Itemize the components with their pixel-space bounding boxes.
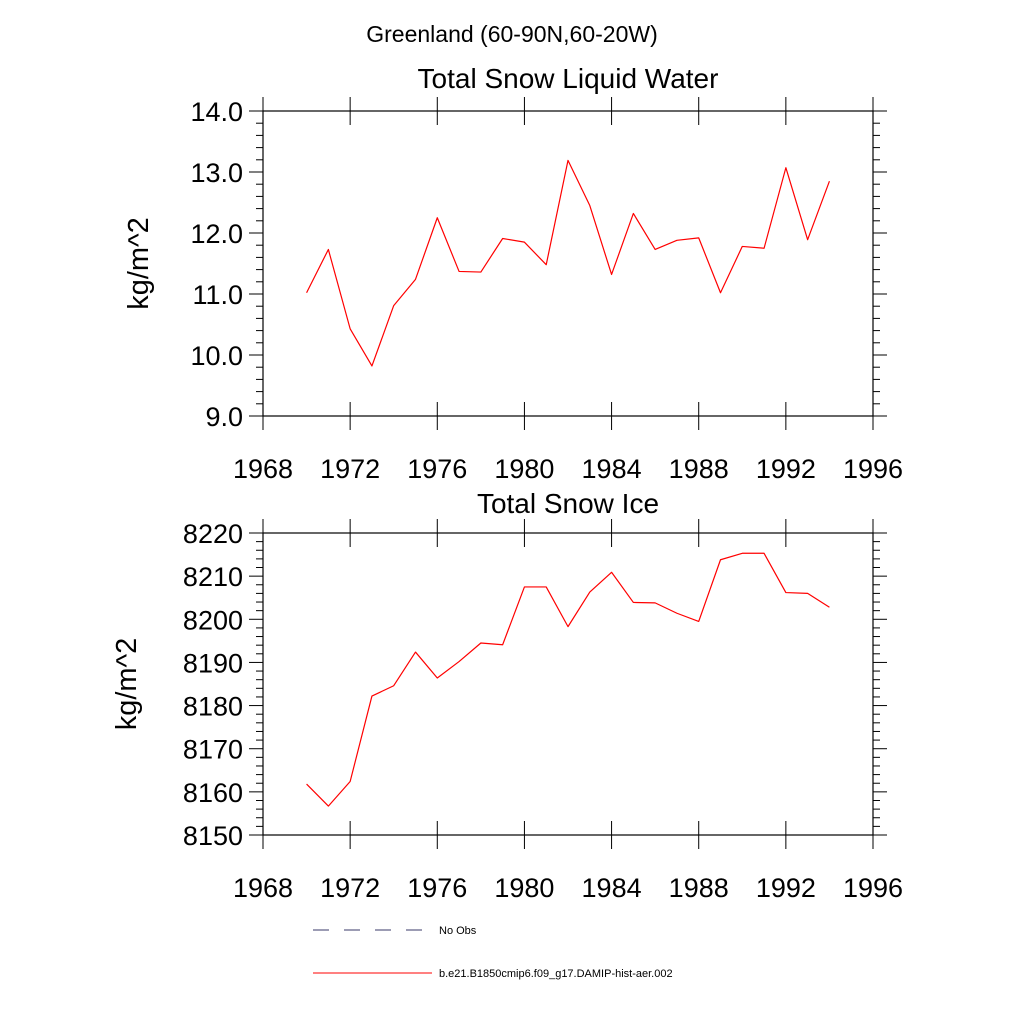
- chart-panels: Total Snow Liquid Water 1968 1972 1976 1980 1…: [111, 63, 903, 903]
- data-point: [719, 291, 722, 294]
- data-point: [545, 263, 548, 266]
- x-tick-label: 1968: [233, 454, 293, 484]
- data-point: [632, 601, 635, 604]
- x-tick-label: 1984: [582, 873, 642, 903]
- y-tick-label: 13.0: [190, 158, 243, 188]
- chart-panel-2: Total Snow Ice 1968 1972 1976 1980 1984 1988 19…: [111, 488, 903, 903]
- x-tick-label: 1988: [669, 873, 729, 903]
- chart-panel-1: Total Snow Liquid Water 1968 1972 1976 1980 1…: [123, 63, 903, 484]
- data-point: [414, 278, 417, 281]
- y-tick-label: 8160: [183, 778, 243, 808]
- plot-frame: [262, 110, 874, 417]
- data-point: [806, 592, 809, 595]
- data-point: [392, 304, 395, 307]
- y-axis-label: kg/m^2: [123, 217, 155, 310]
- series-line-1: [306, 159, 830, 367]
- x-tick-label: 1968: [233, 873, 293, 903]
- data-point: [349, 780, 352, 783]
- data-point: [436, 216, 439, 219]
- data-point: [763, 552, 766, 555]
- plot-frame: [262, 532, 874, 836]
- data-point: [501, 237, 504, 240]
- x-tick-label: 1988: [669, 454, 729, 484]
- data-point: [697, 620, 700, 623]
- data-point: [545, 585, 548, 588]
- x-tick-label: 1976: [407, 873, 467, 903]
- data-point: [675, 612, 678, 615]
- data-point: [501, 643, 504, 646]
- data-point: [305, 291, 308, 294]
- data-point: [610, 273, 613, 276]
- data-point: [458, 270, 461, 273]
- y-tick-label: 8200: [183, 605, 243, 635]
- data-point: [327, 805, 330, 808]
- data-point: [763, 247, 766, 250]
- legend-entry-1: No Obs: [313, 925, 477, 937]
- y-tick-label: 8210: [183, 562, 243, 592]
- data-point: [588, 591, 591, 594]
- data-point: [479, 642, 482, 645]
- series-line-1: [306, 552, 830, 807]
- data-point: [458, 660, 461, 663]
- data-point: [370, 695, 373, 698]
- data-point: [436, 676, 439, 679]
- data-point: [567, 159, 570, 162]
- x-tick-label: 1972: [320, 873, 380, 903]
- data-point: [784, 166, 787, 169]
- legend: No Obs b.e21.B1850cmip6.f09_g17.DAMIP-his…: [313, 925, 673, 980]
- x-tick-label: 1980: [494, 873, 554, 903]
- data-point: [806, 238, 809, 241]
- figure-suptitle: Greenland (60-90N,60-20W): [366, 21, 657, 47]
- x-tick-label: 1992: [756, 873, 816, 903]
- data-point: [327, 248, 330, 251]
- y-tick-label: 12.0: [190, 219, 243, 249]
- data-point: [632, 212, 635, 215]
- data-point: [349, 327, 352, 330]
- y-tick-label: 8150: [183, 821, 243, 851]
- data-point: [784, 591, 787, 594]
- legend-entry-2: b.e21.B1850cmip6.f09_g17.DAMIP-hist-aer.…: [313, 968, 673, 980]
- y-tick-label: 14.0: [190, 97, 243, 127]
- data-point: [654, 601, 657, 604]
- y-tick-label: 11.0: [192, 280, 243, 310]
- chart-title: Total Snow Ice: [477, 488, 659, 519]
- data-point: [741, 245, 744, 248]
- legend-label: b.e21.B1850cmip6.f09_g17.DAMIP-hist-aer.…: [439, 968, 673, 980]
- data-point: [828, 606, 831, 609]
- data-point: [588, 204, 591, 207]
- x-tick-label: 1980: [494, 454, 554, 484]
- data-point: [414, 651, 417, 654]
- data-point: [567, 625, 570, 628]
- y-tick-label: 8190: [183, 648, 243, 678]
- data-point: [523, 585, 526, 588]
- y-tick-label: 8170: [183, 735, 243, 765]
- data-point: [370, 364, 373, 367]
- data-point: [828, 180, 831, 183]
- data-point: [610, 571, 613, 574]
- y-axis-label: kg/m^2: [111, 638, 143, 731]
- x-tick-label: 1972: [320, 454, 380, 484]
- x-tick-label: 1992: [756, 454, 816, 484]
- data-point: [479, 271, 482, 274]
- data-point: [741, 552, 744, 555]
- x-tick-label: 1976: [407, 454, 467, 484]
- legend-label: No Obs: [439, 925, 477, 937]
- data-point: [392, 684, 395, 687]
- y-tick-label: 10.0: [190, 341, 243, 371]
- y-tick-label: 9.0: [205, 402, 243, 432]
- x-tick-label: 1996: [843, 454, 903, 484]
- data-point: [719, 558, 722, 561]
- data-point: [654, 248, 657, 251]
- data-point: [675, 239, 678, 242]
- x-tick-label: 1996: [843, 873, 903, 903]
- data-point: [305, 783, 308, 786]
- x-tick-label: 1984: [582, 454, 642, 484]
- chart-title: Total Snow Liquid Water: [418, 63, 719, 94]
- data-point: [523, 241, 526, 244]
- y-tick-label: 8220: [183, 519, 243, 549]
- y-tick-label: 8180: [183, 692, 243, 722]
- data-point: [697, 236, 700, 239]
